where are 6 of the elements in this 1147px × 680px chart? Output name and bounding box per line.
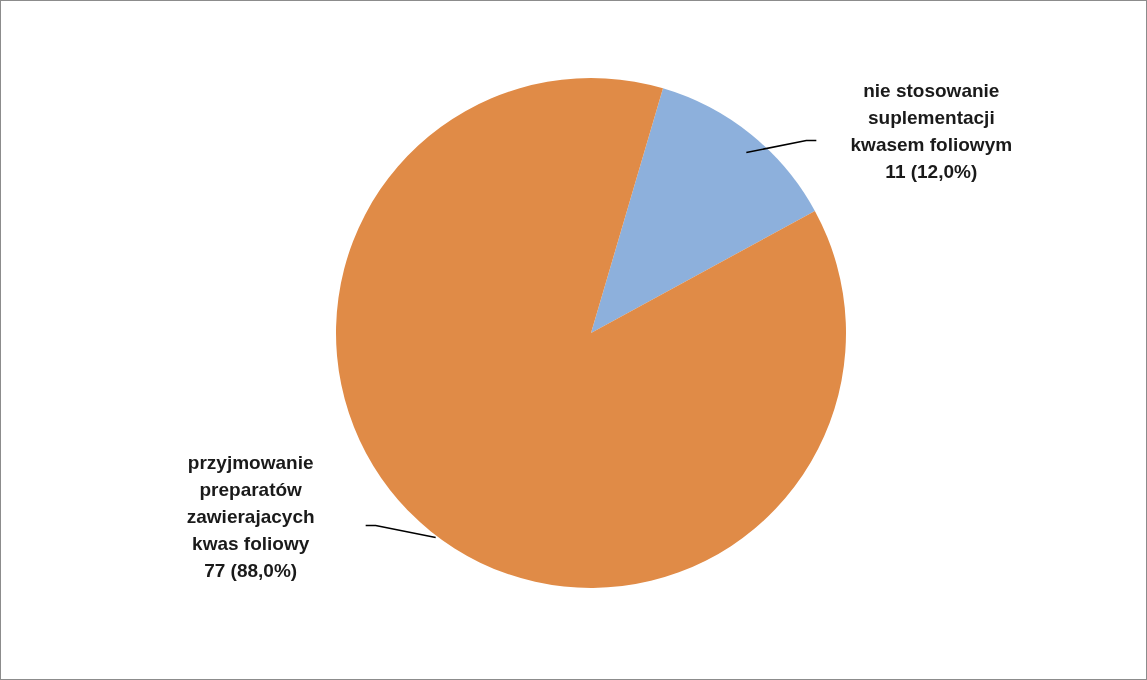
slice-label: nie stosowanie suplementacji kwasem foliowym (850, 80, 1013, 156)
pie-slice (336, 78, 846, 588)
data-label: 77 (88,0%) (204, 559, 298, 581)
data-label: 11 (12,0%) (885, 161, 978, 183)
pie-slice (591, 88, 815, 333)
slice-label: przyjmowanie preparatów zawierajacych kwas foliowy (186, 451, 315, 554)
